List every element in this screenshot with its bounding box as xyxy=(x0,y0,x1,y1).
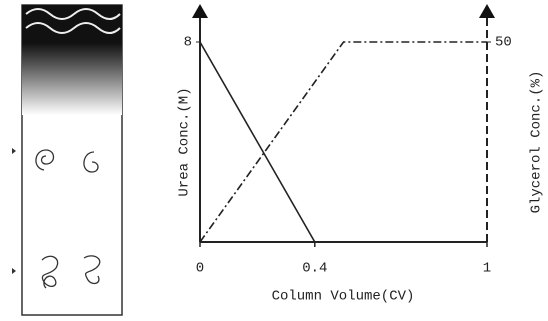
y2-axis-label: Glycerol Conc.(%) xyxy=(529,71,545,214)
x-tick-label: 0 xyxy=(196,261,204,277)
column-illustration xyxy=(12,4,123,316)
x-axis-label: Column Volume(CV) xyxy=(272,289,415,305)
y2-tick-label: 50 xyxy=(495,35,512,51)
y-tick-label: 8 xyxy=(184,35,192,51)
y2-axis-arrow xyxy=(479,4,495,18)
y-axis-label: Urea Conc.(M) xyxy=(177,87,193,196)
x-tick-label: 1 xyxy=(483,261,491,277)
y-axis-arrow xyxy=(192,4,208,18)
data-line xyxy=(199,41,316,243)
x-tick-label: 0.4 xyxy=(302,261,327,277)
data-line xyxy=(199,41,487,243)
